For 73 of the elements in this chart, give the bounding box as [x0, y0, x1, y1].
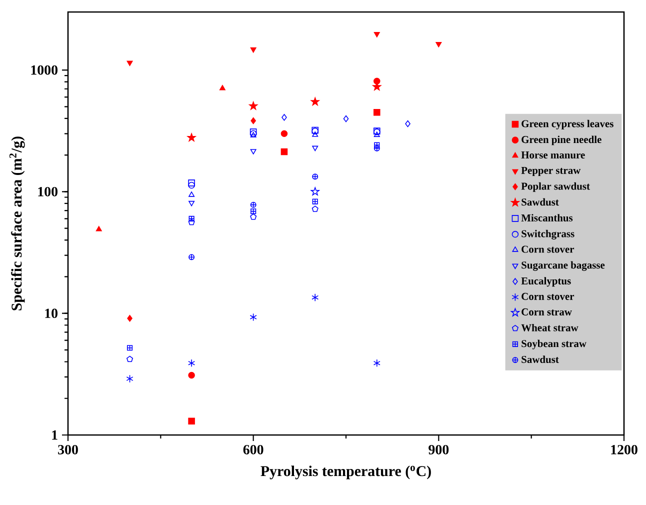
point: [250, 128, 257, 136]
point: [374, 108, 380, 116]
point: [188, 359, 196, 368]
point: [126, 356, 134, 362]
point: [312, 146, 318, 152]
y-tick-label: 100: [38, 186, 58, 196]
point: [188, 182, 195, 189]
x-tick-label: 300: [58, 444, 78, 454]
point: [188, 216, 194, 222]
legend-label: Corn stover: [522, 246, 574, 253]
point: [219, 84, 226, 90]
y-tick-label: 10: [45, 308, 58, 318]
point: [310, 187, 320, 196]
legend-label: Wheat straw: [521, 324, 578, 332]
point: [188, 418, 195, 425]
point: [250, 149, 256, 154]
point: [250, 313, 257, 322]
point: [405, 120, 410, 128]
x-tick-label: 900: [428, 444, 449, 454]
point: [280, 148, 288, 156]
legend-label: Eucalyptus: [521, 277, 571, 287]
point: [187, 133, 196, 142]
x-axis-title: Pyrolysis temperature ($^{o}$C): [260, 466, 431, 480]
legend-label: Poplar sawdust: [521, 182, 590, 192]
point: [249, 102, 258, 110]
point: [127, 314, 132, 322]
point: [374, 78, 380, 84]
point: [188, 180, 195, 186]
x-tick-label: 1200: [611, 444, 638, 454]
point: [374, 132, 380, 137]
point: [312, 174, 318, 180]
x-tick-label: 600: [243, 444, 264, 454]
legend-label: Sugarcane bagasse: [522, 261, 605, 271]
point: [312, 132, 318, 137]
point: [188, 254, 195, 260]
legend-label: Soybean straw: [522, 340, 586, 350]
legend-label: Green cypress leaves: [522, 120, 614, 130]
point: [126, 345, 133, 351]
point: [373, 359, 380, 368]
legend-label: Sawdust: [522, 198, 559, 206]
point: [126, 60, 133, 66]
point: [374, 142, 380, 148]
point: [188, 372, 195, 379]
y-axis-title: Specific surface area (m$^{2}$/g): [9, 136, 25, 310]
legend-label: Corn stover: [522, 292, 574, 300]
point: [282, 114, 287, 121]
legend-label: Horse manure: [521, 152, 585, 159]
point: [250, 47, 256, 53]
point: [188, 192, 195, 197]
point: [374, 32, 380, 38]
point: [250, 130, 257, 138]
point: [343, 115, 349, 122]
legend-label: Green pine needle: [522, 136, 602, 146]
point: [312, 198, 318, 204]
point: [436, 42, 442, 48]
point: [96, 226, 102, 232]
point: [126, 374, 134, 383]
legend-label: Pepper straw: [521, 166, 581, 176]
point: [250, 132, 256, 138]
point: [250, 117, 256, 124]
point: [310, 97, 320, 106]
legend-label: Sawdust: [522, 356, 559, 363]
point: [280, 130, 288, 138]
point: [312, 206, 318, 212]
legend-label: Corn straw: [522, 308, 572, 316]
y-tick-label: 1: [52, 430, 58, 440]
point: [188, 218, 195, 226]
point: [374, 145, 380, 152]
legend-label: Miscanthus: [521, 214, 573, 222]
point: [188, 200, 195, 206]
legend-label: Switchgrass: [522, 230, 574, 240]
y-tick-label: 1000: [31, 65, 58, 75]
point: [312, 294, 319, 302]
